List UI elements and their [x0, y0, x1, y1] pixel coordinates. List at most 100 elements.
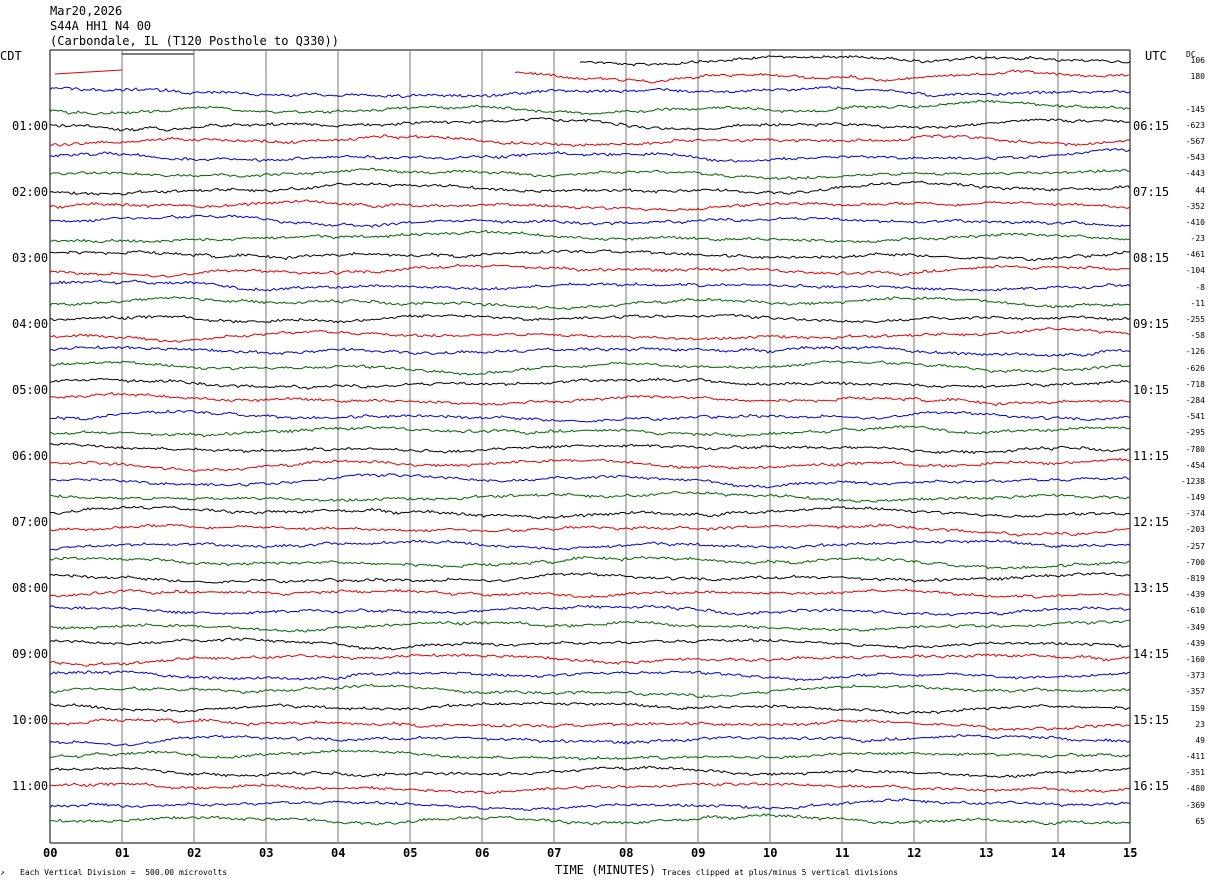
dc-offset-label: 44 — [1195, 185, 1205, 195]
scale-note: Each Vertical Division = 500.00 microvol… — [20, 868, 228, 877]
seismogram-trace — [49, 345, 1131, 357]
cdt-hour-label: 11:00 — [12, 779, 49, 793]
dc-offset-label: -454 — [1185, 460, 1205, 470]
seismogram-trace — [49, 313, 1131, 324]
utc-hour-label: 07:15 — [1133, 185, 1170, 199]
seismogram-trace — [49, 505, 1131, 520]
seismogram-trace — [49, 556, 1131, 570]
dc-offset-label: -623 — [1185, 120, 1205, 130]
seismogram-trace — [49, 572, 1131, 584]
dc-offset-label: -349 — [1185, 622, 1205, 632]
x-tick-label: 05 — [403, 846, 418, 860]
dc-offset-label: -145 — [1185, 104, 1205, 114]
seismogram-trace — [49, 327, 1131, 343]
dc-offset-label: -567 — [1185, 136, 1205, 146]
seismogram-trace — [49, 391, 1131, 407]
cdt-hour-label: 03:00 — [12, 251, 49, 265]
x-tick-label: 15 — [1123, 846, 1138, 860]
seismogram-trace — [49, 604, 1131, 617]
dc-offset-label: -351 — [1185, 768, 1205, 778]
seismogram-trace — [49, 539, 1131, 551]
x-tick-label: 02 — [187, 846, 202, 860]
x-tick-label: 08 — [619, 846, 634, 860]
seismogram-trace — [49, 99, 1131, 116]
dc-offset-label: -149 — [1185, 493, 1205, 503]
dc-offset-label: -700 — [1185, 557, 1205, 567]
utc-hour-label: 09:15 — [1133, 317, 1170, 331]
plot-date: Mar20,2026 — [50, 4, 123, 18]
seismogram-trace — [49, 249, 1131, 262]
dc-offset-label: -284 — [1185, 395, 1205, 405]
cdt-hour-label: 09:00 — [12, 647, 49, 661]
dc-offset-label: -718 — [1185, 379, 1205, 389]
dc-offset-label: -610 — [1185, 606, 1205, 616]
dc-offset-label: -443 — [1185, 169, 1205, 179]
dc-offset-label: -295 — [1185, 428, 1205, 438]
x-tick-label: 03 — [259, 846, 274, 860]
seismogram-trace — [49, 782, 1131, 795]
dc-offset-label: 23 — [1195, 719, 1205, 729]
seismogram-trace — [49, 588, 1131, 599]
seismogram-trace — [49, 734, 1131, 747]
station-id: S44A HH1 N4 00 — [50, 19, 152, 33]
utc-hour-label: 15:15 — [1133, 713, 1170, 727]
dc-offset-label: 49 — [1195, 735, 1205, 745]
dc-offset-label: 106 — [1190, 56, 1205, 65]
x-tick-label: 01 — [115, 846, 130, 860]
cdt-hour-label: 05:00 — [12, 383, 49, 397]
dc-offset-label: -8 — [1195, 282, 1205, 292]
dc-offset-label: -352 — [1185, 201, 1205, 211]
x-tick-label: 09 — [691, 846, 706, 860]
utc-hour-label: 14:15 — [1133, 647, 1170, 661]
seismogram-trace — [49, 148, 1131, 163]
utc-hour-label: 11:15 — [1133, 449, 1170, 463]
x-tick-label: 11 — [835, 846, 850, 860]
dc-offset-label: -411 — [1185, 752, 1205, 762]
seismogram-trace — [49, 718, 1131, 732]
dc-offset-label: -357 — [1185, 687, 1205, 697]
x-tick-label: 04 — [331, 846, 346, 860]
cdt-hour-label: 02:00 — [12, 185, 49, 199]
seismogram-trace — [49, 377, 1131, 390]
x-tick-label: 14 — [1051, 846, 1066, 860]
dc-offset-label: -203 — [1185, 525, 1205, 535]
seismogram-trace — [49, 813, 1131, 826]
seismogram-trace — [49, 214, 1131, 228]
x-tick-label: 12 — [907, 846, 922, 860]
dc-offset-label: -439 — [1185, 638, 1205, 648]
seismogram-trace — [49, 229, 1131, 244]
x-tick-label: 13 — [979, 846, 994, 860]
cdt-hour-label: 08:00 — [12, 581, 49, 595]
dc-offset-label: -439 — [1185, 590, 1205, 600]
seismogram-trace — [49, 653, 1131, 667]
seismogram-trace — [579, 54, 1131, 67]
dc-offset-label: -104 — [1185, 266, 1205, 276]
x-axis-title: TIME (MINUTES) — [555, 863, 657, 877]
seismogram-trace — [49, 765, 1131, 778]
clip-note: Traces clipped at plus/minus 5 vertical … — [662, 868, 899, 877]
seismogram-trace — [49, 117, 1131, 132]
seismogram-trace — [49, 442, 1131, 455]
dc-offset-label: -23 — [1190, 234, 1205, 244]
seismogram-trace — [49, 167, 1131, 180]
seismogram-trace — [49, 409, 1131, 423]
cdt-hour-label: 10:00 — [12, 713, 49, 727]
dc-offset-label: -541 — [1185, 412, 1205, 422]
dc-offset-label: -780 — [1185, 444, 1205, 454]
dc-offset-label: -374 — [1185, 509, 1205, 519]
seismogram-trace — [49, 749, 1131, 761]
seismogram-trace — [49, 180, 1131, 196]
seismogram-trace — [49, 85, 1131, 99]
utc-hour-label: 08:15 — [1133, 251, 1170, 265]
seismogram-trace — [49, 134, 1131, 147]
seismogram-trace — [49, 637, 1131, 651]
seismogram-trace — [49, 683, 1131, 699]
utc-axis-label: UTC — [1145, 49, 1167, 63]
utc-hour-label: 13:15 — [1133, 581, 1170, 595]
dc-offset-label: 65 — [1195, 816, 1205, 826]
dc-offset-label: -58 — [1190, 331, 1205, 341]
utc-hour-label: 10:15 — [1133, 383, 1170, 397]
dc-offset-label: -1238 — [1180, 476, 1205, 486]
cdt-hour-label: 07:00 — [12, 515, 49, 529]
dc-offset-label: -11 — [1190, 298, 1205, 308]
